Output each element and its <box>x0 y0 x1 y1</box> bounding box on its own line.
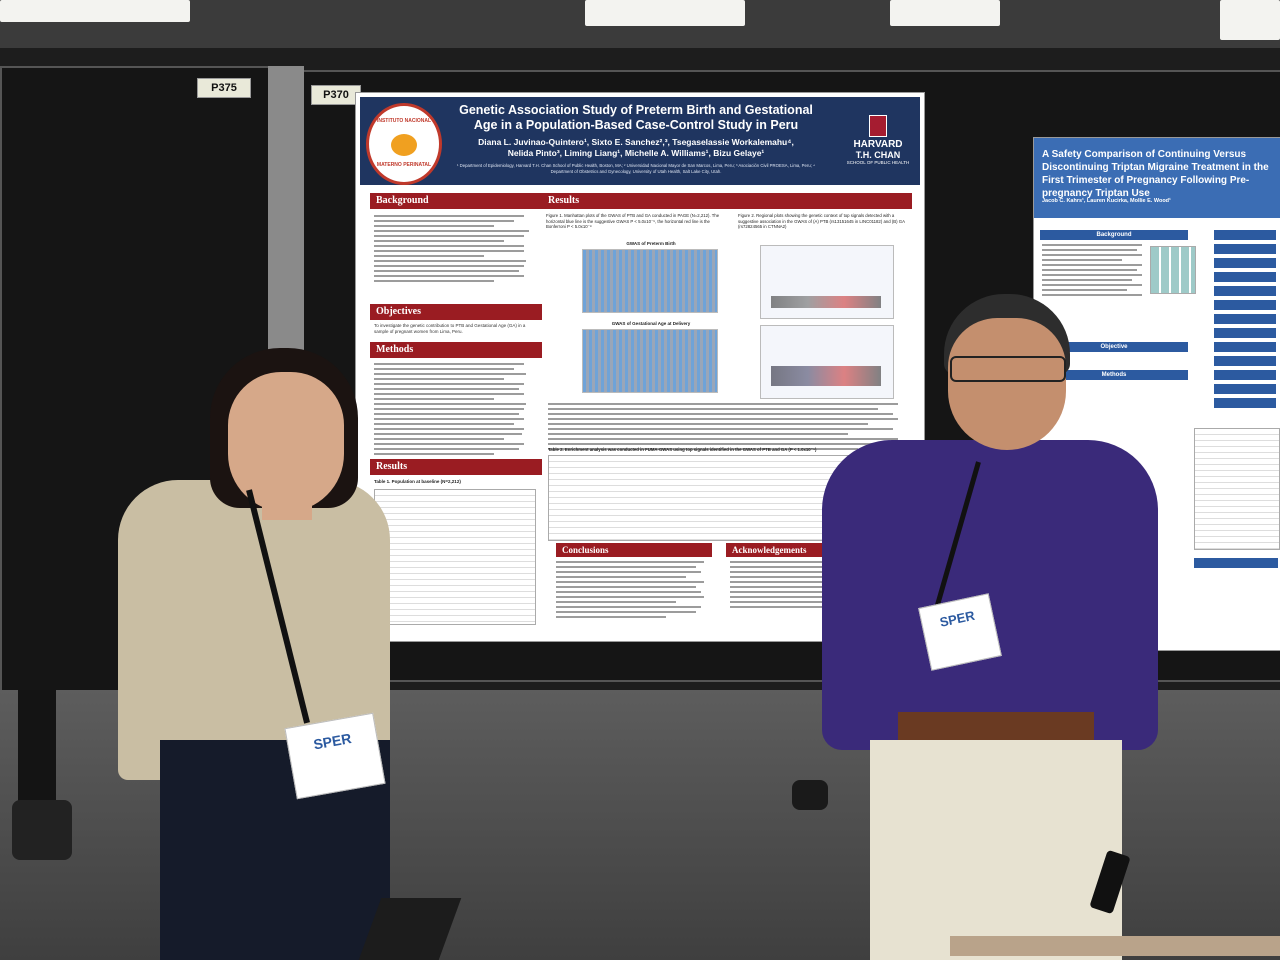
side-bar-chart <box>1150 246 1196 294</box>
background-person-shoe <box>792 780 828 810</box>
regional-plot-b <box>760 325 894 399</box>
table1-caption: Table 1. Population at baseline (N=2,212… <box>374 479 461 484</box>
side-poster-title: A Safety Comparison of Continuing Versus… <box>1042 149 1269 199</box>
plot-points <box>771 296 881 308</box>
logo-emblem <box>391 134 417 156</box>
harvard-logo-text: SCHOOL OF PUBLIC HEALTH <box>846 160 910 165</box>
board-number-tag: P370 <box>311 85 361 105</box>
plot-title: GWAS of Preterm Birth <box>626 241 676 246</box>
authors-line: Diana L. Juvinao-Quintero¹, Sixto E. San… <box>478 137 794 147</box>
poster-authors: Diana L. Juvinao-Quintero¹, Sixto E. San… <box>446 137 826 159</box>
harvard-logo-text: HARVARD <box>853 139 903 150</box>
man-belt <box>898 712 1094 742</box>
board-number-tag: P375 <box>197 78 251 98</box>
side-table <box>1194 428 1280 550</box>
section-header-results-main: Results <box>542 193 912 209</box>
ceiling-light <box>585 0 745 26</box>
baseline-table <box>374 489 536 625</box>
side-background-text <box>1042 244 1152 299</box>
man-glasses <box>950 356 1066 382</box>
section-header-results: Results <box>370 459 542 475</box>
section-header-background: Background <box>370 193 542 209</box>
side-flow-boxes <box>1214 230 1276 410</box>
side-section-objective: Objective <box>1040 342 1188 352</box>
side-section-methods: Methods <box>1040 370 1188 380</box>
results-text <box>548 403 908 453</box>
section-header-objectives: Objectives <box>370 304 542 320</box>
harvard-logo: HARVARD T.H. CHAN SCHOOL OF PUBLIC HEALT… <box>838 115 918 165</box>
manhattan-plot-ptb <box>582 249 718 313</box>
figure2-caption: Figure 2. Regional plots showing the gen… <box>738 213 905 229</box>
authors-line: Nelida Pinto³, Liming Liang¹, Michelle A… <box>507 148 765 158</box>
poster-title-line: Genetic Association Study of Preterm Bir… <box>459 103 813 117</box>
instituto-logo: INSTITUTO NACIONAL MATERNO PERINATAL <box>366 103 442 185</box>
manhattan-plot-ga <box>582 329 718 393</box>
woman-neck <box>262 490 312 520</box>
figure1-caption: Figure 1. Manhattan plots of the GWAS of… <box>546 213 720 229</box>
ceiling-light <box>1220 0 1280 40</box>
side-poster-header: A Safety Comparison of Continuing Versus… <box>1034 138 1280 218</box>
regional-plot-a <box>760 245 894 319</box>
section-header-methods: Methods <box>370 342 542 358</box>
woman-face <box>228 372 344 512</box>
man-purple-shirt <box>822 440 1158 750</box>
side-section-background: Background <box>1040 230 1188 240</box>
plot-title: GWAS of Gestational Age at Delivery <box>611 321 691 326</box>
plot-points <box>771 366 881 386</box>
side-section-bar <box>1194 558 1278 568</box>
woman-name-badge: SPER <box>284 712 386 800</box>
conclusions-text <box>556 561 706 621</box>
foreground-rail <box>950 936 1280 956</box>
poster-title-line: Age in a Population-Based Case-Control S… <box>473 118 799 132</box>
background-person-shoes <box>12 800 72 860</box>
poster-title: Genetic Association Study of Preterm Bir… <box>446 103 826 133</box>
background-text <box>374 215 534 285</box>
section-header-conclusions: Conclusions <box>556 543 712 557</box>
acknowledgements-text <box>730 561 898 611</box>
logo-text: INSTITUTO NACIONAL <box>376 118 432 124</box>
harvard-shield-icon <box>869 115 887 137</box>
side-poster-authors: Jacob C. Kahrs¹, Lauren Kucirka, Mollie … <box>1042 198 1171 204</box>
ceiling-light <box>890 0 1000 26</box>
poster-affiliations: ¹ Department of Epidemiology, Harvard T.… <box>456 163 815 174</box>
poster-header: INSTITUTO NACIONAL MATERNO PERINATAL Gen… <box>360 97 920 185</box>
ceiling-light <box>0 0 190 22</box>
methods-text <box>374 363 534 458</box>
table2-caption: Table 2. Enrichment analysis was conduct… <box>548 447 817 452</box>
harvard-logo-text: T.H. CHAN <box>855 150 901 160</box>
objectives-text: To investigate the genetic contribution … <box>374 323 526 334</box>
logo-text: MATERNO PERINATAL <box>376 162 432 168</box>
man-face <box>948 318 1066 450</box>
man-trousers <box>870 740 1122 960</box>
